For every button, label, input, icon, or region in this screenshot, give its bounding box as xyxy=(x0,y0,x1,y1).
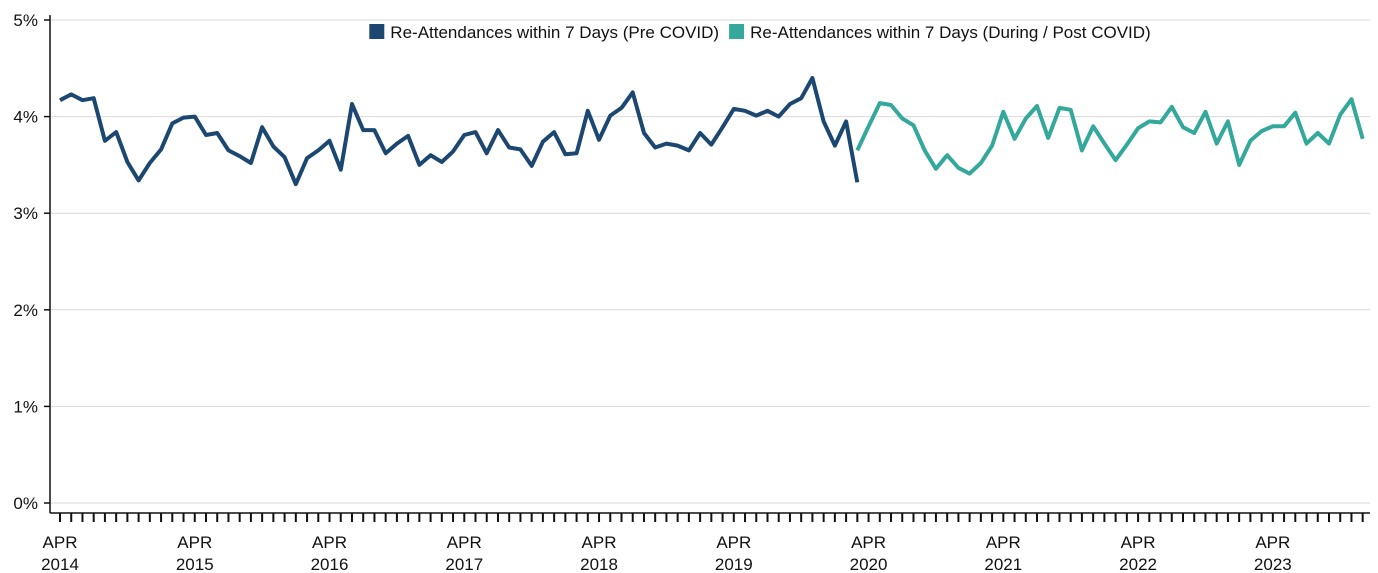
y-tick-label: 1% xyxy=(13,397,38,416)
legend-label: Re-Attendances within 7 Days (Pre COVID) xyxy=(390,23,719,42)
y-tick-label: 5% xyxy=(13,11,38,30)
line-series xyxy=(855,97,1365,176)
x-tick-label: APR 2014 xyxy=(41,533,79,573)
legend-swatch xyxy=(369,24,385,39)
x-tick-label: APR 2022 xyxy=(1119,533,1157,573)
y-tick-label: 3% xyxy=(13,204,38,223)
y-tick-label: 2% xyxy=(13,301,38,320)
x-tick-label: APR 2017 xyxy=(445,533,483,573)
x-tick-label: APR 2021 xyxy=(984,533,1022,573)
y-tick-label: 0% xyxy=(13,494,38,513)
x-tick-label: APR 2015 xyxy=(176,533,214,573)
x-tick-label: APR 2020 xyxy=(850,533,888,573)
x-tick-label: APR 2018 xyxy=(580,533,618,573)
legend-label: Re-Attendances within 7 Days (During / P… xyxy=(750,23,1151,42)
x-tick-label: APR 2023 xyxy=(1254,533,1292,573)
x-tick-label: APR 2016 xyxy=(311,533,349,573)
legend: Re-Attendances within 7 Days (Pre COVID)… xyxy=(369,23,1151,42)
y-tick-label: 4% xyxy=(13,108,38,127)
line-series xyxy=(59,76,860,187)
legend-swatch xyxy=(729,24,745,39)
x-tick-label: APR 2019 xyxy=(715,533,753,573)
